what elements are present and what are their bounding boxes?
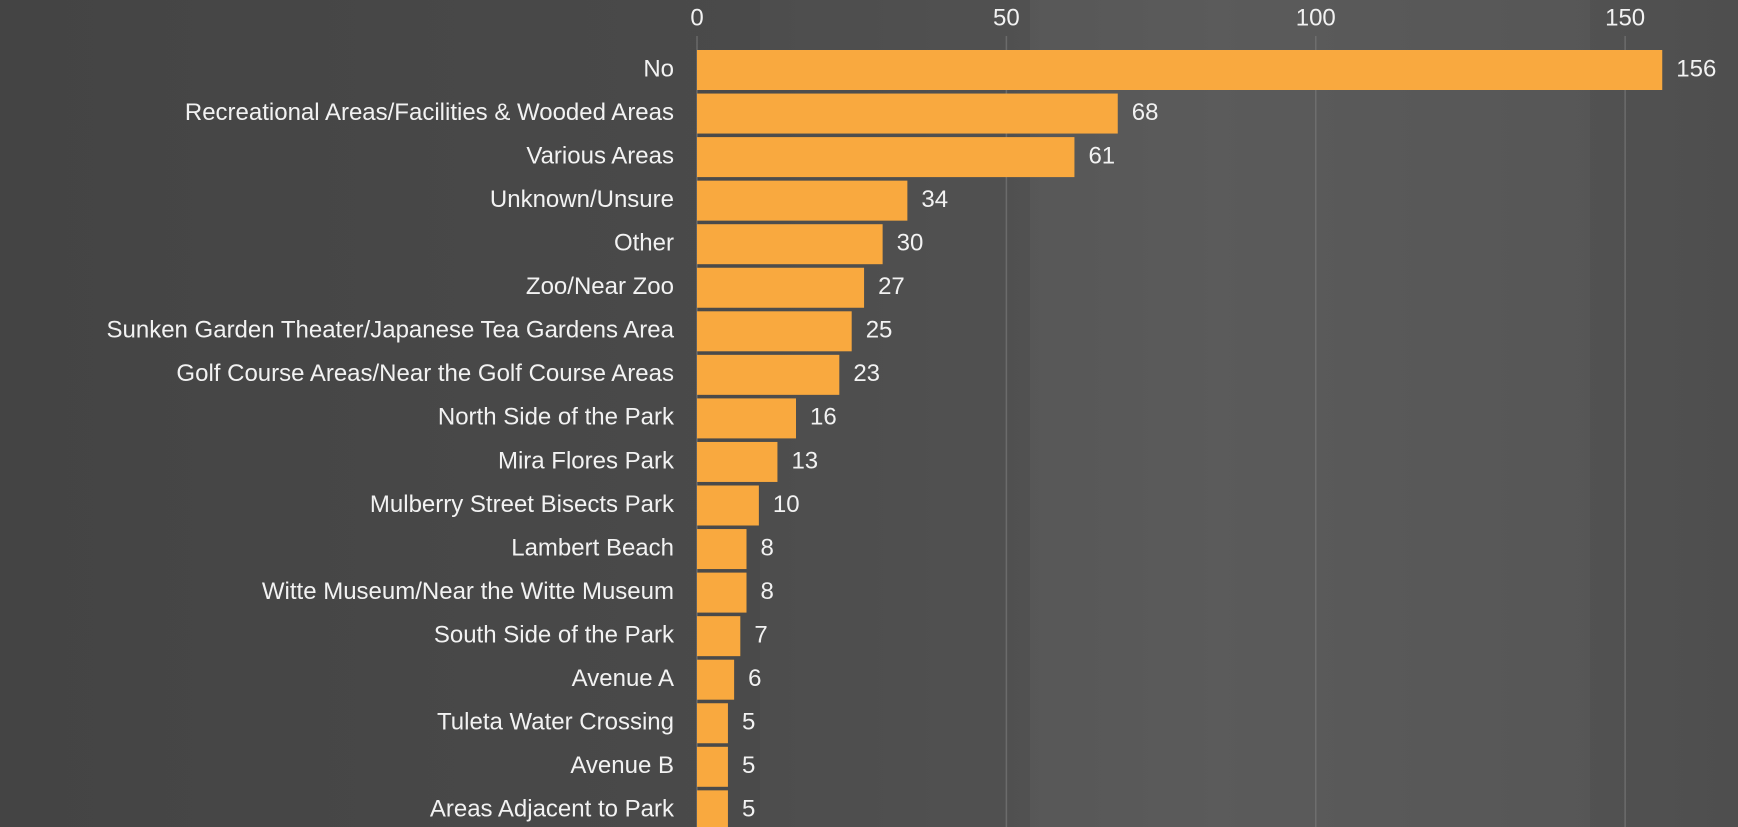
data-label: 5 <box>742 796 755 823</box>
data-label: 30 <box>897 230 924 257</box>
x-tick-label: 0 <box>690 4 703 31</box>
bar <box>697 790 728 827</box>
y-tick-label: Lambert Beach <box>511 534 674 561</box>
y-tick-label: Unknown/Unsure <box>490 186 674 213</box>
y-tick-label: Golf Course Areas/Near the Golf Course A… <box>176 360 674 387</box>
x-tick-label: 50 <box>993 4 1020 31</box>
y-tick-label: Mulberry Street Bisects Park <box>370 491 675 518</box>
bar <box>697 180 908 221</box>
bar <box>697 137 1075 178</box>
data-label: 27 <box>878 273 905 300</box>
y-tick-label: Areas Adjacent to Park <box>430 796 675 823</box>
y-tick-label: Tuleta Water Crossing <box>437 709 674 736</box>
data-label: 5 <box>742 709 755 736</box>
data-label: 13 <box>791 447 818 474</box>
background-photo <box>1030 0 1590 827</box>
y-tick-label: Zoo/Near Zoo <box>526 273 674 300</box>
data-label: 8 <box>761 578 774 605</box>
bar <box>697 224 883 265</box>
bar <box>697 529 747 570</box>
data-label: 61 <box>1088 142 1115 169</box>
y-tick-label: Other <box>614 230 674 257</box>
bar <box>697 659 735 700</box>
data-label: 8 <box>761 534 774 561</box>
data-label: 25 <box>866 317 893 344</box>
x-tick-label: 150 <box>1605 4 1645 31</box>
bar <box>697 703 728 744</box>
data-label: 23 <box>853 360 880 387</box>
y-tick-label: Witte Museum/Near the Witte Museum <box>262 578 674 605</box>
data-label: 68 <box>1132 99 1159 126</box>
data-label: 34 <box>921 186 948 213</box>
bar <box>697 93 1118 134</box>
data-label: 16 <box>810 404 837 431</box>
y-tick-label: Avenue A <box>572 665 674 692</box>
y-tick-label: Recreational Areas/Facilities & Wooded A… <box>185 99 674 126</box>
y-tick-label: No <box>643 55 674 82</box>
data-label: 10 <box>773 491 800 518</box>
y-tick-label: Avenue B <box>570 752 674 779</box>
x-tick-label: 100 <box>1296 4 1336 31</box>
bar <box>697 398 796 439</box>
y-tick-label: Sunken Garden Theater/Japanese Tea Garde… <box>106 317 674 344</box>
bar <box>697 746 728 787</box>
bar <box>697 441 778 482</box>
y-tick-label: North Side of the Park <box>438 404 675 431</box>
bar <box>697 354 840 395</box>
bar <box>697 616 741 657</box>
y-tick-label: South Side of the Park <box>434 621 675 648</box>
data-label: 156 <box>1676 55 1716 82</box>
y-tick-label: Mira Flores Park <box>498 447 675 474</box>
bar <box>697 572 747 613</box>
bar <box>697 50 1663 90</box>
data-label: 6 <box>748 665 761 692</box>
data-label: 7 <box>754 621 767 648</box>
y-tick-label: Various Areas <box>526 142 674 169</box>
bar <box>697 485 759 526</box>
bar <box>697 311 852 352</box>
data-label: 5 <box>742 752 755 779</box>
bar <box>697 267 865 308</box>
